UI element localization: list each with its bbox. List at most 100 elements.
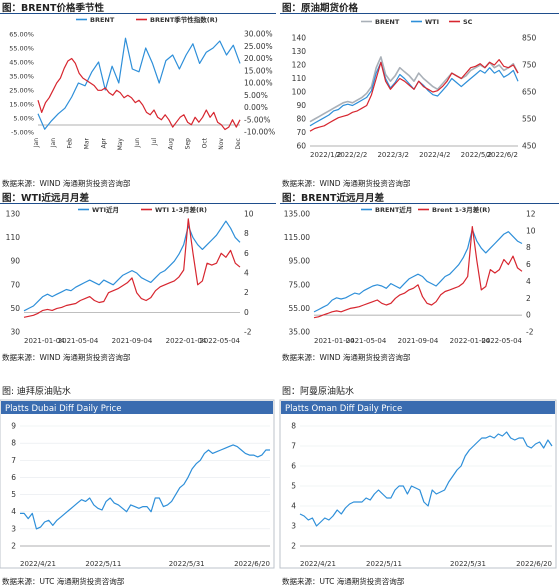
x-tick-label: Aug [168, 138, 175, 150]
panel-wti-spread: 图：WTI近远月月差 130 110 90 70 50 30 10 8 6 4 2 0 -2 2021-0… [0, 190, 276, 370]
y-right-tick-label: -10.00% [244, 128, 275, 137]
plot-header-title: Platts Dubai Diff Daily Price [5, 404, 122, 414]
y-left-tick-label: 130 [6, 210, 21, 219]
y-left-tick-label: 7 [11, 456, 16, 465]
y-right-tick-label: 5.00% [244, 91, 268, 100]
source-note: 数据来源：WIND 海通期货投资咨询部 [2, 179, 131, 188]
y-left-tick-label: 70 [296, 128, 306, 137]
legend-label: WTI [425, 18, 439, 26]
x-tick-label: 2022/5/31 [169, 560, 205, 568]
title-underline [0, 13, 276, 14]
y-left-tick-label: 15.00% [9, 101, 34, 109]
x-tick-label: 2022/4/21 [20, 560, 56, 568]
series-line-3 [309, 58, 519, 132]
x-tick-label: 2022/5/2 [461, 151, 492, 159]
panel-title: 图：阿曼原油贴水 [282, 387, 355, 397]
y-left-tick-label: 140 [292, 34, 307, 43]
x-tick-label: Feb [67, 138, 74, 149]
title-underline [280, 203, 559, 204]
plot-header-title: Platts Oman Diff Daily Price [285, 404, 402, 414]
legend-label: BRENT近月 [375, 205, 412, 214]
chart-oman-diff: Platts Oman Diff Daily Price 8 7 6 5 4 3 2 2022/… [279, 399, 557, 569]
source-note: 数据来源：UTC 海通期货投资咨询部 [282, 577, 405, 586]
legend-label: WTI近月 [92, 205, 119, 214]
y-left-tick-label: 4 [11, 507, 16, 516]
y-left-tick-label: 9 [11, 422, 16, 431]
x-tick-label: Jul [151, 138, 158, 147]
x-tick-label: 2022/4/2 [419, 151, 450, 159]
y-right-tick-label: -5.00% [244, 115, 271, 124]
y-right-tick-label: 4 [526, 277, 531, 286]
y-left-tick-label: 60 [296, 142, 306, 151]
y-right-tick-label: 20.00% [244, 54, 273, 63]
y-right-tick-label: 750 [522, 61, 537, 70]
panel-oman-diff: 图：阿曼原油贴水 Platts Oman Diff Daily Price 8 7 6… [279, 384, 559, 587]
y-left-tick-label: 110 [292, 74, 307, 83]
y-left-tick-label: 8 [291, 422, 296, 431]
chart-brent-seasonality: 65.00% 55.00% 45.00% 35.00% 25.00% 15.00% 5.00… [9, 15, 275, 150]
series-line-1 [313, 228, 523, 313]
y-right-tick-label: 450 [522, 142, 537, 151]
plot-header-bar [281, 401, 555, 414]
x-tick-label: 2022/2/2 [336, 151, 367, 159]
panel-brent-spread: 图：BRENT近远月月差 135.00 115.00 95.00 75.00 55.00… [280, 190, 559, 370]
y-left-tick-label: 45.00% [9, 59, 34, 67]
source-note: 数据来源：UTC 海通期货投资咨询部 [2, 577, 125, 586]
y-right-tick-label: 0 [244, 308, 249, 317]
y-left-tick-label: 50 [10, 304, 20, 313]
y-left-tick-label: 90 [296, 101, 306, 110]
y-left-tick-label: 7 [291, 442, 296, 451]
y-left-tick-label: -5.00% [11, 129, 34, 137]
x-tick-label: Nov [218, 138, 225, 150]
y-left-tick-label: 25.00% [9, 87, 34, 95]
x-tick-label: 2022/5/11 [85, 560, 121, 568]
y-left-tick-label: 65.00% [9, 31, 34, 39]
y-left-tick-label: 35.00% [9, 73, 34, 81]
x-tick-label: 2022/4/21 [300, 560, 336, 568]
panel-title: 图：BRENT价格季节性 [2, 3, 104, 14]
y-right-tick-label: 0.00% [244, 103, 268, 112]
x-tick-label: 2021-09-04 [398, 337, 439, 345]
y-left-tick-label: 75.00 [289, 280, 311, 289]
y-right-tick-label: 15.00% [244, 66, 273, 75]
y-left-tick-label: 115.00 [284, 233, 310, 242]
y-left-tick-label: 100 [292, 88, 307, 97]
series-line-1 [20, 444, 270, 530]
x-tick-label: 2022-01-04 [450, 337, 491, 345]
x-tick-label: 2021-05-04 [58, 337, 99, 345]
y-left-tick-label: 6 [291, 462, 296, 471]
y-right-tick-label: 12 [526, 210, 536, 219]
y-left-tick-label: 5.00% [13, 115, 34, 123]
x-tick-label: 2022/3/2 [377, 151, 408, 159]
panel-dubai-diff: 图: 迪拜原油贴水 Platts Dubai Diff Daily Price 9… [0, 384, 276, 587]
chart-brent-spread: 135.00 115.00 95.00 75.00 55.00 35.00 12 10 8 6 4 2… [284, 205, 536, 345]
x-tick-label: 2021-01-04 [24, 337, 65, 345]
y-left-tick-label: 2 [291, 542, 296, 551]
x-tick-label: 2022/6/2 [487, 151, 518, 159]
y-right-tick-label: 0 [526, 311, 531, 320]
y-right-tick-label: 6 [244, 249, 249, 258]
plot-frame [0, 399, 275, 569]
y-right-tick-label: 8 [244, 229, 249, 238]
y-left-tick-label: 5 [291, 482, 296, 491]
series-line-1 [299, 431, 553, 527]
legend-label: BRENT [375, 18, 400, 26]
y-right-tick-label: -2 [526, 328, 534, 337]
y-left-tick-label: 3 [291, 522, 296, 531]
y-left-tick-label: 55.00 [289, 304, 311, 313]
title-underline [280, 13, 559, 14]
y-right-tick-label: 650 [522, 88, 537, 97]
y-left-tick-label: 4 [291, 502, 296, 511]
y-left-tick-label: 90 [10, 257, 20, 266]
y-left-tick-label: 2 [11, 542, 16, 551]
series-line-2 [313, 226, 523, 319]
x-tick-label: Oct [201, 137, 208, 148]
y-right-tick-label: 25.00% [244, 42, 273, 51]
legend-label: Brent 1-3月差(R) [432, 205, 490, 214]
x-tick-label: Apr [100, 137, 107, 148]
x-tick-label: 2022-05-04 [481, 337, 522, 345]
series-line-2 [37, 57, 241, 131]
y-left-tick-label: 3 [11, 524, 16, 533]
y-right-tick-label: 6 [526, 260, 531, 269]
y-left-tick-label: 6 [11, 473, 16, 482]
